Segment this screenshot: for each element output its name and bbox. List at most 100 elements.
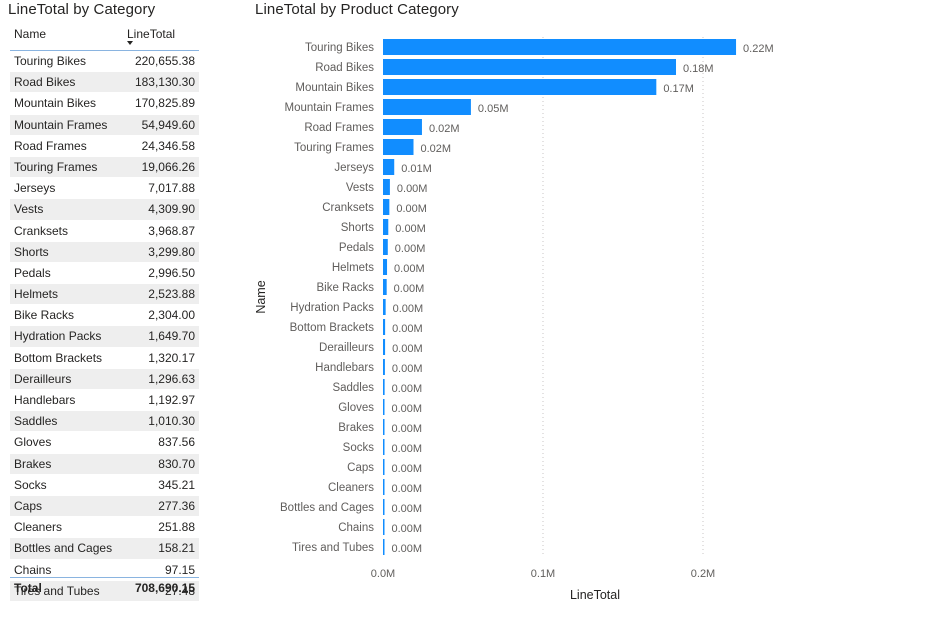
bar[interactable] bbox=[383, 459, 385, 475]
row-value: 251.88 bbox=[158, 520, 195, 535]
bar[interactable] bbox=[383, 279, 387, 295]
bar[interactable] bbox=[383, 299, 386, 315]
row-name: Cranksets bbox=[14, 223, 69, 238]
column-header-name[interactable]: Name bbox=[14, 27, 47, 41]
data-label: 0.02M bbox=[429, 123, 460, 135]
y-tick-label: Bottom Brackets bbox=[290, 322, 375, 334]
bar[interactable] bbox=[383, 139, 414, 155]
row-name: Tires and Tubes bbox=[14, 583, 100, 598]
row-name: Brakes bbox=[14, 456, 52, 471]
bar[interactable] bbox=[383, 359, 385, 375]
data-label: 0.02M bbox=[421, 143, 452, 155]
bar[interactable] bbox=[383, 159, 395, 175]
bar-chart-visual: LineTotal by Product Category 0.0M 0.1M 0.… bbox=[245, 0, 935, 610]
row-value: 345.21 bbox=[158, 477, 195, 492]
data-label: 0.00M bbox=[394, 263, 425, 275]
table-row[interactable]: Socks 345.21 bbox=[10, 475, 199, 496]
data-label: 0.18M bbox=[683, 63, 714, 75]
table-row[interactable]: Gloves 837.56 bbox=[10, 432, 199, 454]
table-row[interactable]: Saddles 1,010.30 bbox=[10, 411, 199, 433]
bar[interactable] bbox=[383, 519, 385, 535]
table-row[interactable]: Cleaners 251.88 bbox=[10, 517, 199, 539]
bar[interactable] bbox=[383, 99, 471, 115]
column-header-linetotal[interactable]: LineTotal bbox=[127, 27, 176, 41]
table-row[interactable]: Cranksets 3,968.87 bbox=[10, 221, 199, 242]
table-row[interactable]: Bottles and Cages 158.21 bbox=[10, 538, 199, 560]
data-label: 0.00M bbox=[394, 283, 425, 295]
bar-chart-svg: 0.0M 0.1M 0.2M Touring Bikes 0.22M Road Bikes… bbox=[254, 37, 774, 602]
table-row[interactable]: Hydration Packs 1,649.70 bbox=[10, 326, 199, 348]
bar[interactable] bbox=[383, 319, 386, 335]
row-name: Derailleurs bbox=[14, 371, 72, 386]
bar[interactable] bbox=[383, 339, 386, 355]
data-label: 0.00M bbox=[393, 303, 424, 315]
table-row[interactable]: Derailleurs 1,296.63 bbox=[10, 368, 199, 390]
data-label: 0.00M bbox=[397, 183, 428, 195]
data-label: 0.00M bbox=[392, 383, 423, 395]
row-value: 27.48 bbox=[164, 583, 195, 598]
table-row[interactable]: Bottom Brackets 1,320.17 bbox=[10, 348, 199, 369]
row-value: 1,320.17 bbox=[148, 350, 195, 365]
row-value: 2,523.88 bbox=[148, 287, 195, 302]
table-row[interactable]: Vests 4,309.90 bbox=[10, 199, 199, 221]
table-row[interactable]: Road Frames 24,346.58 bbox=[10, 136, 199, 157]
bar[interactable] bbox=[383, 39, 737, 55]
sort-descending-icon[interactable] bbox=[127, 41, 133, 45]
bar[interactable] bbox=[383, 219, 389, 235]
y-tick-label: Touring Bikes bbox=[305, 42, 374, 54]
row-name: Mountain Frames bbox=[14, 117, 108, 132]
bar[interactable] bbox=[383, 479, 385, 495]
table-row[interactable]: Touring Frames 19,066.26 bbox=[10, 156, 199, 179]
row-name: Helmets bbox=[14, 287, 59, 302]
y-tick-label: Bottles and Cages bbox=[280, 502, 374, 514]
y-tick-label: Touring Frames bbox=[294, 142, 374, 154]
row-name: Pedals bbox=[14, 265, 51, 280]
table-row[interactable]: Mountain Frames 54,949.60 bbox=[10, 114, 199, 136]
table-row[interactable]: Helmets 2,523.88 bbox=[10, 284, 199, 306]
chart-title: LineTotal by Product Category bbox=[255, 1, 459, 18]
bar[interactable] bbox=[383, 199, 390, 215]
bar[interactable] bbox=[383, 239, 388, 255]
row-value: 3,968.87 bbox=[148, 223, 195, 238]
bar[interactable] bbox=[383, 119, 422, 135]
table-row[interactable]: Chains 97.15 bbox=[10, 560, 199, 581]
row-name: Touring Frames bbox=[14, 159, 98, 174]
table-header: Name LineTotal bbox=[10, 25, 199, 51]
bar[interactable] bbox=[383, 399, 385, 415]
bar[interactable] bbox=[383, 259, 388, 275]
y-tick-label: Chains bbox=[338, 522, 374, 534]
bar[interactable] bbox=[383, 539, 385, 555]
y-tick-label: Road Frames bbox=[304, 122, 374, 134]
table-row[interactable]: Tires and Tubes 27.48 bbox=[10, 580, 199, 602]
bar[interactable] bbox=[383, 59, 677, 75]
bar[interactable] bbox=[383, 419, 385, 435]
row-name: Bike Racks bbox=[14, 308, 75, 323]
y-tick-label: Cranksets bbox=[322, 202, 374, 214]
bar[interactable] bbox=[383, 379, 385, 395]
y-axis-title: Name bbox=[254, 280, 268, 313]
row-name: Hydration Packs bbox=[14, 329, 102, 344]
bar[interactable] bbox=[383, 179, 390, 195]
row-value: 7,017.88 bbox=[148, 181, 195, 196]
table-row[interactable]: Mountain Bikes 170,825.89 bbox=[10, 93, 199, 115]
x-tick-label: 0.1M bbox=[531, 568, 555, 580]
table-row[interactable]: Pedals 2,996.50 bbox=[10, 263, 199, 285]
table-row[interactable]: Brakes 830.70 bbox=[10, 453, 199, 475]
table-row[interactable]: Road Bikes 183,130.30 bbox=[10, 72, 199, 94]
table-row[interactable]: Bike Racks 2,304.00 bbox=[10, 305, 199, 327]
table-row[interactable]: Shorts 3,299.80 bbox=[10, 241, 199, 263]
data-label: 0.05M bbox=[478, 103, 509, 115]
table-row[interactable]: Handlebars 1,192.97 bbox=[10, 390, 199, 412]
total-value: 708,690.15 bbox=[134, 581, 195, 595]
bar[interactable] bbox=[383, 439, 385, 455]
table-row[interactable]: Touring Bikes 220,655.38 bbox=[10, 51, 199, 73]
y-tick-label: Handlebars bbox=[315, 362, 374, 374]
data-label: 0.00M bbox=[395, 243, 426, 255]
y-tick-label: Gloves bbox=[338, 402, 374, 414]
y-tick-label: Tires and Tubes bbox=[292, 542, 374, 554]
bar[interactable] bbox=[383, 79, 657, 95]
table-row[interactable]: Caps 277.36 bbox=[10, 495, 199, 518]
row-value: 97.15 bbox=[164, 562, 195, 577]
bar[interactable] bbox=[383, 499, 385, 515]
table-row[interactable]: Jerseys 7,017.88 bbox=[10, 178, 199, 200]
